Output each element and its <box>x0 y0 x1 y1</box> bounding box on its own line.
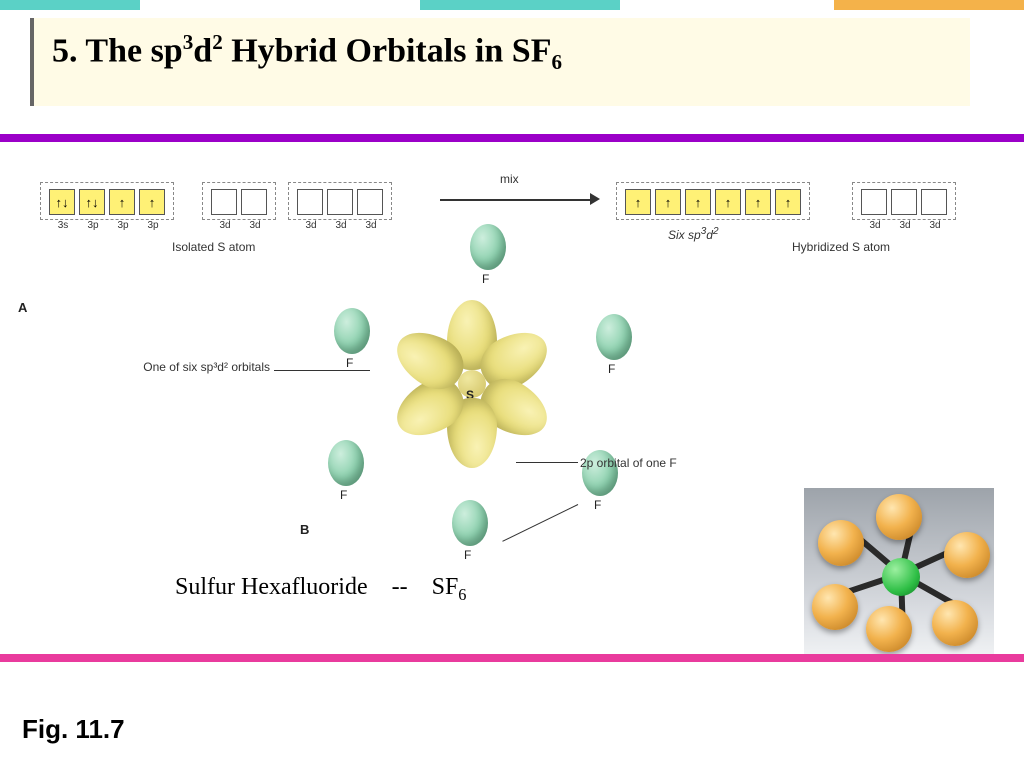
model-orbital <box>866 606 912 652</box>
orbital-box: ↑ <box>625 189 651 215</box>
title-number: 5. <box>52 32 78 69</box>
orbital-label: 3d <box>862 220 888 231</box>
orbital-box: ↑3p <box>109 189 135 215</box>
callout-right-line-1 <box>516 462 578 463</box>
fluorine-lobe <box>470 224 506 270</box>
title-sub: 6 <box>551 50 562 74</box>
top-accent-3 <box>834 0 1024 10</box>
title-mid2: Hybrid Orbitals in SF <box>223 32 552 69</box>
orbital-label: 3s <box>50 220 76 231</box>
callout-left: One of six sp³d² orbitals <box>110 360 270 374</box>
orbital-label: 3p <box>140 220 166 231</box>
orbital-box: 3d <box>211 189 237 215</box>
caption-sep: -- <box>392 574 408 600</box>
molecule-diagram: S FFFFFF One of six sp³d² orbitals 2p or… <box>280 230 660 540</box>
formula-prefix: SF <box>432 574 459 600</box>
fluorine-lobe <box>452 500 488 546</box>
orbital-box: 3d <box>861 189 887 215</box>
orbital-box: ↑ <box>685 189 711 215</box>
orbital-box: ↑↓3p <box>79 189 105 215</box>
orbital-box: ↑↓3s <box>49 189 75 215</box>
mix-label: mix <box>500 172 519 186</box>
left-caption: Isolated S atom <box>172 240 255 254</box>
top-accent-1 <box>0 0 140 10</box>
orbital-box: 3d <box>921 189 947 215</box>
orbital-box: ↑ <box>775 189 801 215</box>
callout-left-line <box>274 370 370 371</box>
orbital-box: 3d <box>327 189 353 215</box>
orbital-label: 3d <box>892 220 918 231</box>
f-label: F <box>594 498 601 512</box>
fluorine-lobe <box>328 440 364 486</box>
f-label: F <box>608 362 615 376</box>
title-sup2: 2 <box>212 30 223 54</box>
title-mid1: d <box>193 32 212 69</box>
left-group-0: ↑↓3s↑↓3p↑3p↑3p <box>40 182 174 220</box>
left-group-2: 3d3d3d <box>288 182 392 220</box>
orbital-label: 3d <box>212 220 238 231</box>
top-divider <box>0 134 1024 142</box>
slide-title: 5. The sp3d2 Hybrid Orbitals in SF6 <box>52 30 952 75</box>
orbital-box: 3d <box>891 189 917 215</box>
orbital-label: 3d <box>242 220 268 231</box>
top-accent-2 <box>420 0 620 10</box>
compound-caption: Sulfur Hexafluoride -- SF6 <box>175 574 466 605</box>
fluorine-lobe <box>334 308 370 354</box>
compound-name: Sulfur Hexafluoride <box>175 574 368 600</box>
model-center <box>882 558 920 596</box>
mix-arrow <box>440 190 600 208</box>
orbital-label: 3p <box>80 220 106 231</box>
orbital-box: ↑ <box>655 189 681 215</box>
orbital-box: ↑3p <box>139 189 165 215</box>
model-orbital <box>944 532 990 578</box>
right-caption: Hybridized S atom <box>792 240 890 254</box>
f-label: F <box>340 488 347 502</box>
callout-right: 2p orbital of one F <box>580 456 730 470</box>
callout-right-line-2 <box>502 504 578 542</box>
left-group-1: 3d3d <box>202 182 276 220</box>
model-orbital <box>876 494 922 540</box>
model-orbital <box>818 520 864 566</box>
title-prefix: The sp <box>85 32 182 69</box>
right-group-1: 3d3d3d <box>852 182 956 220</box>
f-label: F <box>482 272 489 286</box>
panel-label-a: A <box>18 300 27 315</box>
model-orbital <box>812 584 858 630</box>
orbital-label: 3d <box>922 220 948 231</box>
model-3d <box>804 488 994 656</box>
orbital-box: ↑ <box>715 189 741 215</box>
fluorine-lobe <box>596 314 632 360</box>
orbital-label: 3p <box>110 220 136 231</box>
f-label: F <box>464 548 471 562</box>
formula-sub: 6 <box>458 585 466 604</box>
hybrid-label: Six sp3d2 <box>668 226 719 242</box>
f-label: F <box>346 356 353 370</box>
orbital-box: ↑ <box>745 189 771 215</box>
right-group-0: ↑↑↑↑↑↑ <box>616 182 810 220</box>
orbital-box: 3d <box>357 189 383 215</box>
bottom-divider <box>0 654 1024 662</box>
orbital-box: 3d <box>241 189 267 215</box>
figure-label: Fig. 11.7 <box>22 714 125 745</box>
orbital-box: 3d <box>297 189 323 215</box>
title-band: 5. The sp3d2 Hybrid Orbitals in SF6 <box>30 18 970 106</box>
title-sup1: 3 <box>183 30 194 54</box>
panel-label-b: B <box>300 522 309 537</box>
model-orbital <box>932 600 978 646</box>
